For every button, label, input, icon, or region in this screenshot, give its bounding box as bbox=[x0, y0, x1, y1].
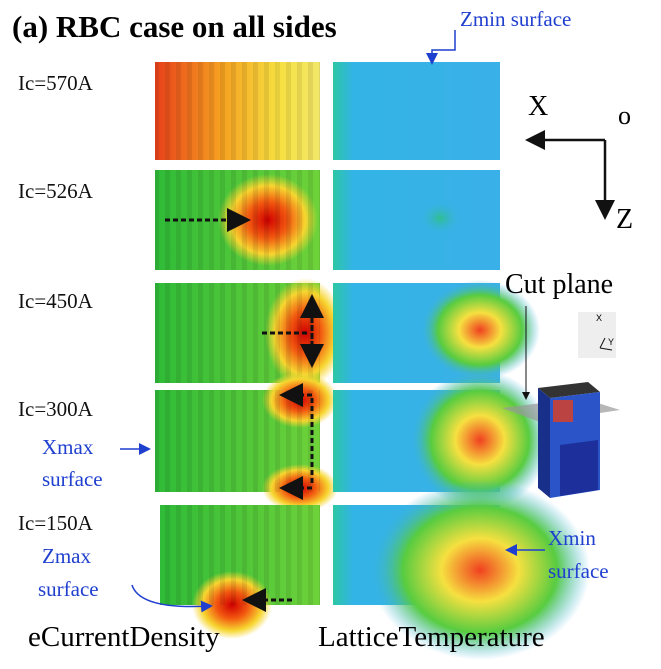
row-label: Ic=570A bbox=[18, 72, 93, 95]
xmin-label: Xmin bbox=[548, 527, 596, 550]
row-label: Ic=450A bbox=[18, 290, 93, 313]
column-label: eCurrentDensity bbox=[28, 622, 220, 654]
axis-x-label: X bbox=[528, 92, 548, 123]
column-label: LatticeTemperature bbox=[318, 622, 545, 654]
figure-title: (a) RBC case on all sides bbox=[12, 10, 337, 44]
xmin-label: surface bbox=[548, 560, 609, 583]
zmax-label: Zmax bbox=[42, 545, 91, 568]
xmax-label: surface bbox=[42, 468, 103, 491]
inset-x-label: X bbox=[596, 314, 602, 324]
zmin-label: Zmin surface bbox=[460, 8, 571, 31]
row-label: Ic=300A bbox=[18, 398, 93, 421]
cut-plane-label: Cut plane bbox=[505, 270, 613, 301]
axis-z-label: Z bbox=[616, 205, 633, 236]
figure: (a) RBC case on all sides Zmin surface I… bbox=[0, 0, 661, 669]
zmax-label: surface bbox=[38, 578, 99, 601]
current-density-panels bbox=[155, 62, 345, 639]
xmax-label: Xmax bbox=[42, 436, 93, 459]
row-label: Ic=150A bbox=[18, 512, 93, 535]
axis-origin-label: o bbox=[618, 102, 631, 131]
row-label: Ic=526A bbox=[18, 180, 93, 203]
inset-y-label: Y bbox=[608, 338, 614, 348]
